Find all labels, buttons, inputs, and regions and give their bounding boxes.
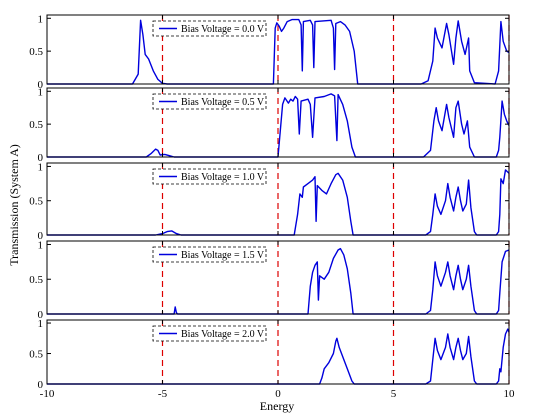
legend-box — [152, 246, 267, 263]
y-tick-label: 0 — [38, 309, 44, 321]
legend-box — [152, 168, 267, 185]
y-tick-label: 0 — [38, 230, 44, 242]
legend: Bias Voltage = 1.5 V — [152, 246, 267, 263]
y-tick-label: 1 — [38, 13, 44, 25]
y-tick-label: 0.5 — [29, 274, 43, 286]
y-axis-title: Transmission (System A) — [7, 144, 21, 266]
y-tick-label: 0 — [38, 152, 44, 164]
x-tick-label: -5 — [158, 388, 168, 400]
x-tick-labels: -10 -5 0 5 10 — [40, 388, 515, 400]
legend-label: Bias Voltage = 0.0 V — [181, 24, 265, 35]
legend-box — [152, 93, 267, 110]
series-line — [47, 247, 510, 315]
x-tick-label: -10 — [40, 388, 55, 400]
series-line — [47, 93, 510, 158]
legend-box — [152, 325, 267, 342]
legend: Bias Voltage = 1.0 V — [152, 168, 267, 185]
panel-3: 0 0.5 1 Bias Voltage = 1.0 V — [29, 161, 510, 242]
chart-panels: 0 0.5 1 Bias Voltage = 0.0 V 0 0.5 1 Bias Volta… — [29, 13, 510, 391]
legend-label: Bias Voltage = 0.5 V — [181, 97, 265, 108]
legend: Bias Voltage = 0.0 V — [152, 20, 267, 37]
panel-1: 0 0.5 1 Bias Voltage = 0.0 V — [29, 13, 510, 91]
y-tick-label: 0.5 — [29, 119, 43, 131]
x-tick-label: 10 — [504, 388, 516, 400]
panel-5: 0 0.5 1 Bias Voltage = 2.0 V — [29, 318, 510, 391]
series-line — [47, 328, 510, 385]
x-tick-label: 0 — [275, 388, 281, 400]
y-tick-label: 1 — [38, 239, 44, 251]
x-tick-label: 5 — [391, 388, 397, 400]
panel-2: 0 0.5 1 Bias Voltage = 0.5 V — [29, 86, 510, 164]
legend-box — [152, 20, 267, 37]
legend-label: Bias Voltage = 1.5 V — [181, 250, 265, 261]
y-tick-label: 0.5 — [29, 46, 43, 58]
legend-label: Bias Voltage = 2.0 V — [181, 329, 265, 340]
y-tick-label: 0.5 — [29, 349, 43, 361]
x-axis-title: Energy — [260, 399, 294, 413]
y-tick-label: 0 — [38, 79, 44, 91]
y-tick-label: 1 — [38, 318, 44, 330]
y-tick-label: 1 — [38, 86, 44, 98]
legend: Bias Voltage = 0.5 V — [152, 93, 267, 110]
y-tick-label: 1 — [38, 161, 44, 173]
panel-4: 0 0.5 1 Bias Voltage = 1.5 V — [29, 239, 510, 321]
y-tick-label: 0.5 — [29, 196, 43, 208]
y-tick-label: 0 — [38, 379, 44, 391]
legend: Bias Voltage = 2.0 V — [152, 325, 267, 342]
legend-label: Bias Voltage = 1.0 V — [181, 172, 265, 183]
